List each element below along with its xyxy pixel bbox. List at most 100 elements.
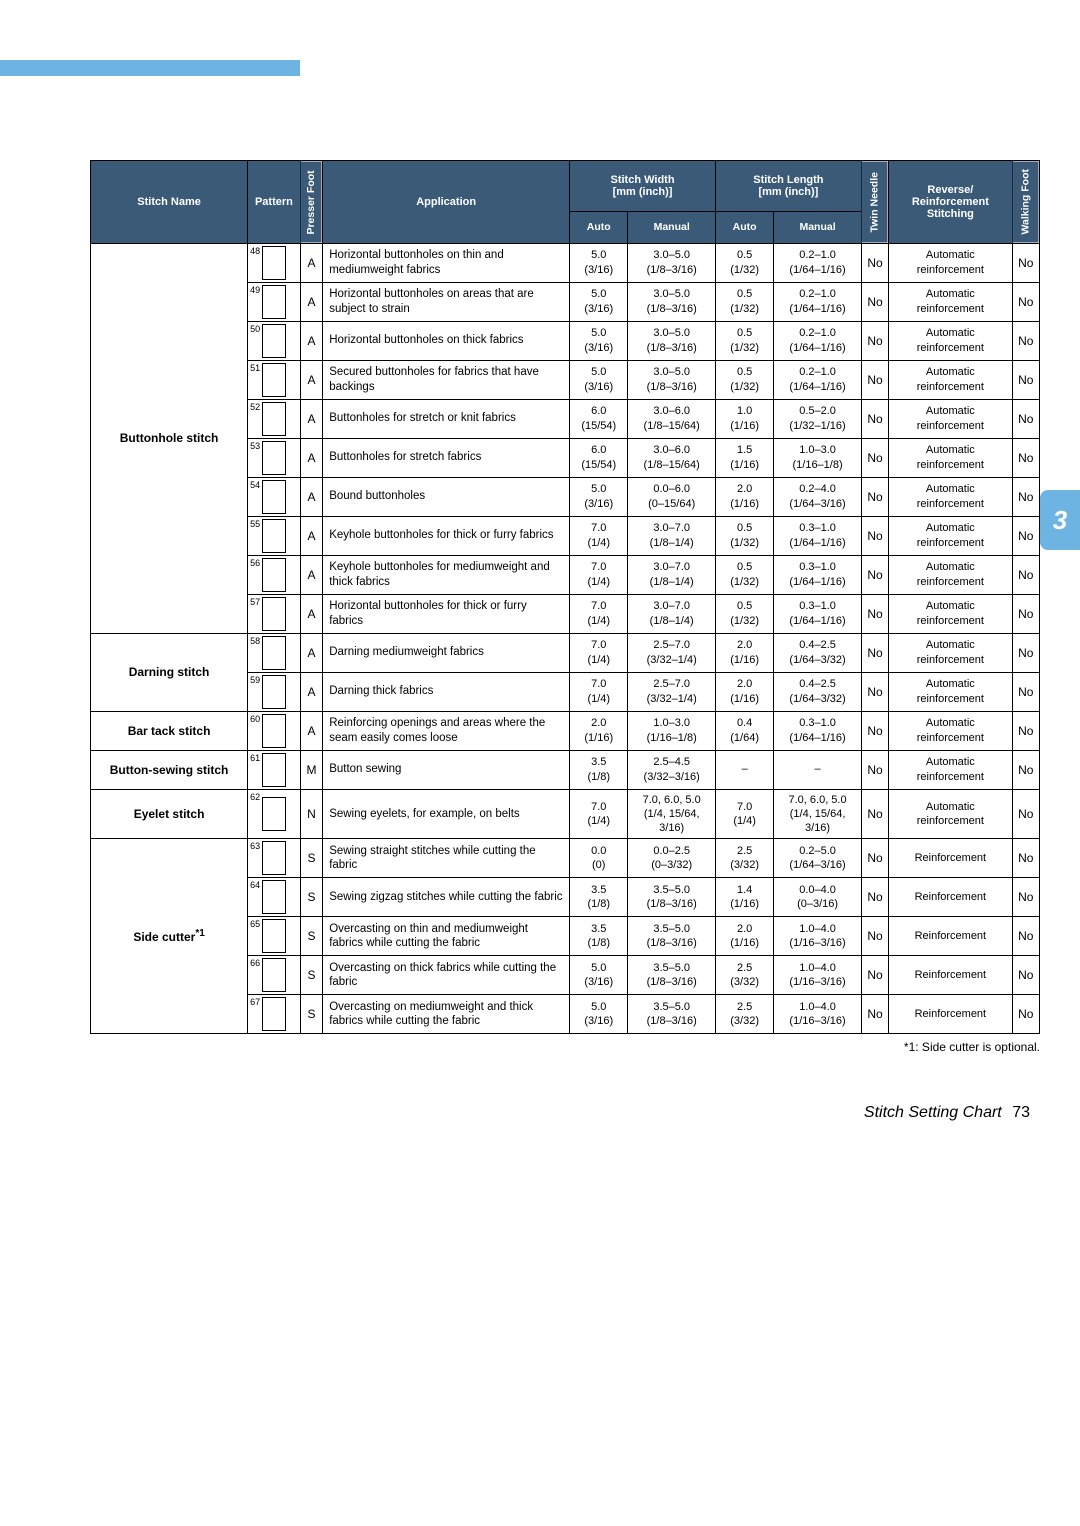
table-row: Side cutter*163SSewing straight stitches… — [91, 839, 1040, 878]
value-cell: 1.0–4.0 (1/16–3/16) — [774, 917, 862, 956]
twin-needle-cell: No — [861, 878, 888, 917]
pattern-icon — [262, 246, 286, 280]
value-cell: 5.0 (3/16) — [570, 282, 628, 321]
reinforcement-cell: Automatic reinforcement — [889, 477, 1012, 516]
application-cell: Horizontal buttonholes on thin and mediu… — [323, 243, 570, 282]
value-cell: 7.0 (1/4) — [570, 672, 628, 711]
section-tab: 3 — [1040, 490, 1080, 550]
walking-foot-cell: No — [1012, 750, 1039, 789]
value-cell: 1.0 (1/16) — [715, 399, 773, 438]
value-cell: 2.5 (3/32) — [715, 995, 773, 1034]
reinforcement-cell: Reinforcement — [889, 956, 1012, 995]
table-row: Darning stitch58ADarning mediumweight fa… — [91, 633, 1040, 672]
pattern-icon — [262, 880, 286, 914]
presser-foot-cell: S — [300, 995, 322, 1034]
value-cell: 0.5 (1/32) — [715, 243, 773, 282]
pattern-cell: 64 — [248, 878, 301, 917]
pattern-icon — [262, 675, 286, 709]
application-cell: Overcasting on thick fabrics while cutti… — [323, 956, 570, 995]
application-cell: Sewing zigzag stitches while cutting the… — [323, 878, 570, 917]
twin-needle-cell: No — [861, 917, 888, 956]
value-cell: 6.0 (15/54) — [570, 399, 628, 438]
reinforcement-cell: Reinforcement — [889, 839, 1012, 878]
walking-foot-cell: No — [1012, 878, 1039, 917]
footer: Stitch Setting Chart 73 — [90, 1104, 1040, 1122]
twin-needle-cell: No — [861, 956, 888, 995]
reinforcement-cell: Reinforcement — [889, 995, 1012, 1034]
twin-needle-cell: No — [861, 399, 888, 438]
walking-foot-cell: No — [1012, 633, 1039, 672]
application-cell: Sewing straight stitches while cutting t… — [323, 839, 570, 878]
presser-foot-cell: S — [300, 917, 322, 956]
walking-foot-cell: No — [1012, 594, 1039, 633]
top-bar — [0, 0, 1080, 60]
presser-foot-cell: A — [300, 243, 322, 282]
presser-foot-cell: A — [300, 321, 322, 360]
twin-needle-cell: No — [861, 672, 888, 711]
reinforcement-cell: Automatic reinforcement — [889, 399, 1012, 438]
pattern-icon — [262, 324, 286, 358]
value-cell: 5.0 (3/16) — [570, 321, 628, 360]
footer-title: Stitch Setting Chart — [864, 1104, 1002, 1121]
stitch-name-cell: Button-sewing stitch — [91, 750, 248, 789]
value-cell: 2.5 (3/32) — [715, 839, 773, 878]
col-twin-needle: Twin Needle — [861, 161, 888, 244]
reinforcement-cell: Automatic reinforcement — [889, 750, 1012, 789]
twin-needle-cell: No — [861, 360, 888, 399]
col-stitch-name: Stitch Name — [91, 161, 248, 244]
pattern-icon — [262, 636, 286, 670]
twin-needle-cell: No — [861, 839, 888, 878]
value-cell: 6.0 (15/54) — [570, 438, 628, 477]
reinforcement-cell: Automatic reinforcement — [889, 243, 1012, 282]
value-cell: 7.0 (1/4) — [570, 789, 628, 839]
walking-foot-cell: No — [1012, 839, 1039, 878]
presser-foot-cell: A — [300, 516, 322, 555]
value-cell: 0.5 (1/32) — [715, 516, 773, 555]
presser-foot-cell: M — [300, 750, 322, 789]
reinforcement-cell: Automatic reinforcement — [889, 321, 1012, 360]
value-cell: 0.5 (1/32) — [715, 555, 773, 594]
twin-needle-cell: No — [861, 555, 888, 594]
stitch-name-cell: Eyelet stitch — [91, 789, 248, 839]
pattern-cell: 58 — [248, 633, 301, 672]
presser-foot-cell: A — [300, 477, 322, 516]
value-cell: 0.2–1.0 (1/64–1/16) — [774, 360, 862, 399]
value-cell: 2.0 (1/16) — [715, 633, 773, 672]
value-cell: 2.0 (1/16) — [715, 672, 773, 711]
pattern-cell: 54 — [248, 477, 301, 516]
value-cell: 1.0–3.0 (1/16–1/8) — [774, 438, 862, 477]
value-cell: 7.0 (1/4) — [570, 555, 628, 594]
value-cell: 3.0–6.0 (1/8–15/64) — [628, 399, 716, 438]
reinforcement-cell: Automatic reinforcement — [889, 789, 1012, 839]
col-walking-foot: Walking Foot — [1012, 161, 1039, 244]
value-cell: 3.5 (1/8) — [570, 878, 628, 917]
stitch-name-cell: Darning stitch — [91, 633, 248, 711]
walking-foot-cell: No — [1012, 555, 1039, 594]
table-body: Buttonhole stitch48AHorizontal buttonhol… — [91, 243, 1040, 1034]
application-cell: Buttonholes for stretch or knit fabrics — [323, 399, 570, 438]
walking-foot-cell: No — [1012, 711, 1039, 750]
value-cell: 1.0–4.0 (1/16–3/16) — [774, 956, 862, 995]
pattern-cell: 67 — [248, 995, 301, 1034]
pattern-cell: 51 — [248, 360, 301, 399]
walking-foot-cell: No — [1012, 789, 1039, 839]
value-cell: 0.5 (1/32) — [715, 360, 773, 399]
twin-needle-cell: No — [861, 321, 888, 360]
value-cell: 3.5 (1/8) — [570, 917, 628, 956]
application-cell: Bound buttonholes — [323, 477, 570, 516]
pattern-icon — [262, 797, 286, 831]
value-cell: 3.5 (1/8) — [570, 750, 628, 789]
walking-foot-cell: No — [1012, 399, 1039, 438]
value-cell: 2.0 (1/16) — [715, 917, 773, 956]
pattern-cell: 65 — [248, 917, 301, 956]
application-cell: Secured buttonholes for fabrics that hav… — [323, 360, 570, 399]
application-cell: Darning thick fabrics — [323, 672, 570, 711]
reinforcement-cell: Automatic reinforcement — [889, 555, 1012, 594]
presser-foot-cell: A — [300, 360, 322, 399]
pattern-cell: 56 — [248, 555, 301, 594]
pattern-cell: 57 — [248, 594, 301, 633]
value-cell: 7.0, 6.0, 5.0 (1/4, 15/64, 3/16) — [628, 789, 716, 839]
col-pattern: Pattern — [248, 161, 301, 244]
twin-needle-cell: No — [861, 750, 888, 789]
walking-foot-cell: No — [1012, 243, 1039, 282]
